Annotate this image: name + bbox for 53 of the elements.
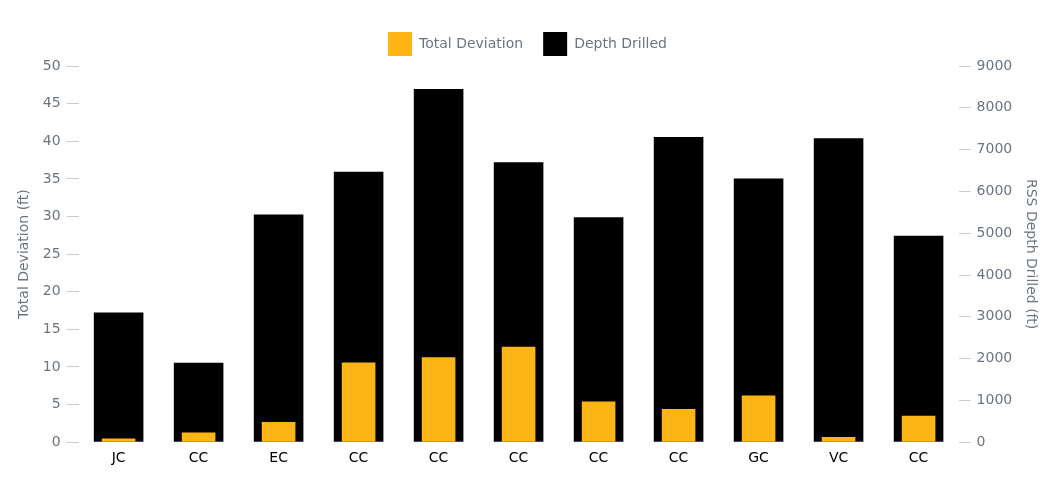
bar — [341, 362, 376, 442]
bar — [813, 138, 864, 442]
y2-tick-label: 5000 — [976, 223, 1013, 240]
y-tick-label: 45 — [42, 94, 61, 111]
y2-tick-label: 0 — [976, 432, 986, 449]
y2-axis-title: RSS Depth Drilled (ft) — [1023, 178, 1040, 330]
y-tick-label: 20 — [42, 282, 61, 299]
legend-label: Depth Drilled — [574, 34, 667, 51]
y-tick-label: 35 — [42, 169, 61, 186]
bar — [653, 137, 704, 442]
y-tick-label: 0 — [51, 432, 61, 449]
bar — [821, 436, 856, 442]
y-axis-title: Total Deviation (ft) — [15, 189, 32, 320]
x-tick-label: GC — [748, 449, 770, 466]
x-tick-label: EC — [269, 449, 289, 466]
bar — [661, 409, 696, 442]
bar — [741, 395, 776, 442]
bar — [181, 432, 216, 442]
y-tick-label: 25 — [42, 244, 61, 261]
bar — [501, 346, 536, 442]
x-tick-label: CC — [908, 449, 929, 466]
y2-tick-label: 6000 — [976, 182, 1013, 199]
y-tick-label: 5 — [51, 395, 61, 412]
bar — [421, 357, 456, 442]
x-tick-label: VC — [828, 449, 849, 466]
bar — [101, 438, 136, 442]
bar — [253, 214, 304, 442]
y2-tick-label: 1000 — [976, 391, 1013, 408]
x-tick-label: CC — [348, 449, 369, 466]
y2-tick-label: 2000 — [976, 349, 1013, 366]
x-tick-label: JC — [110, 449, 126, 466]
y2-tick-label: 4000 — [976, 265, 1013, 282]
y2-tick-label: 9000 — [976, 56, 1013, 73]
y-tick-label: 30 — [42, 207, 61, 224]
y2-tick-label: 8000 — [976, 98, 1013, 115]
bar — [901, 415, 936, 442]
x-tick-label: CC — [188, 449, 209, 466]
bar — [893, 235, 944, 442]
bar — [261, 421, 296, 442]
legend-label: Total Deviation — [418, 34, 524, 51]
y-tick-label: 40 — [42, 131, 61, 148]
x-tick-label: CC — [428, 449, 449, 466]
x-tick-label: CC — [508, 449, 529, 466]
y2-tick-label: 7000 — [976, 140, 1013, 157]
bar — [581, 401, 616, 442]
y-tick-label: 50 — [42, 56, 61, 73]
bar — [173, 362, 224, 442]
y-tick-label: 15 — [42, 319, 61, 336]
y2-tick-label: 3000 — [976, 307, 1013, 324]
x-tick-label: CC — [668, 449, 689, 466]
y-tick-label: 10 — [42, 357, 61, 374]
bar — [93, 312, 144, 442]
x-tick-label: CC — [588, 449, 609, 466]
